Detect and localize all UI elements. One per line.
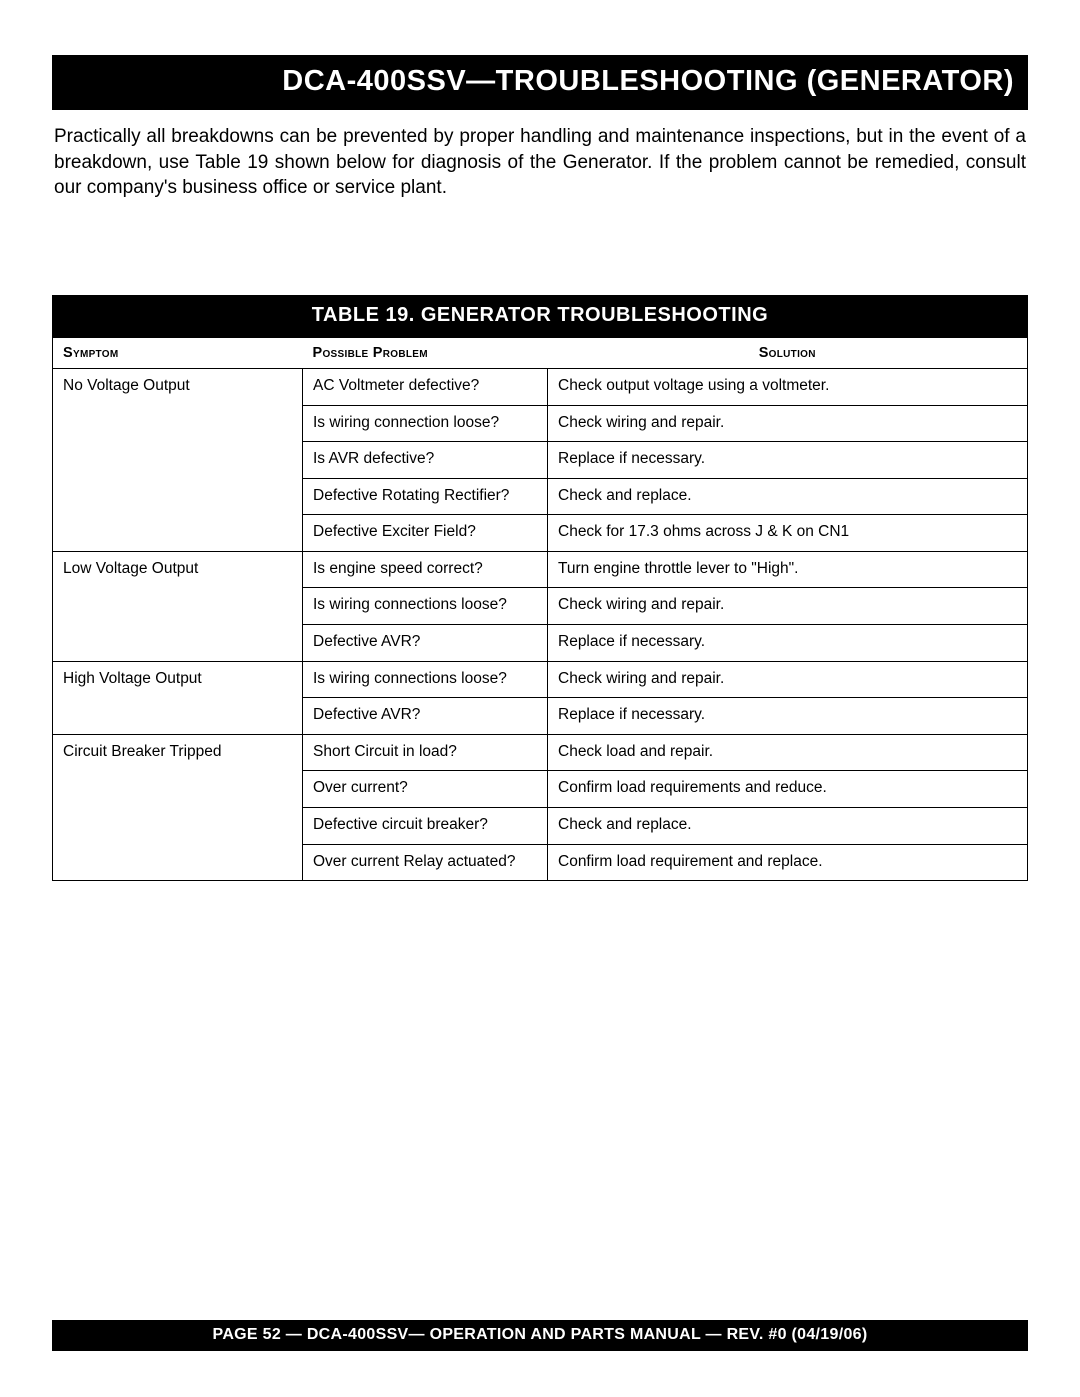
table-body: No Voltage OutputAC Voltmeter defective?… [53, 368, 1028, 880]
table-row: Defective circuit breaker?Check and repl… [53, 808, 1028, 845]
cell-problem: Is wiring connection loose? [303, 405, 548, 442]
cell-symptom [53, 478, 303, 515]
cell-symptom [53, 588, 303, 625]
cell-solution: Check wiring and repair. [548, 661, 1028, 698]
cell-solution: Confirm load requirement and replace. [548, 844, 1028, 881]
table-row: Defective AVR?Replace if necessary. [53, 625, 1028, 662]
cell-solution: Check for 17.3 ohms across J & K on CN1 [548, 515, 1028, 552]
cell-problem: Defective Exciter Field? [303, 515, 548, 552]
table-row: Over current Relay actuated?Confirm load… [53, 844, 1028, 881]
cell-solution: Check and replace. [548, 808, 1028, 845]
cell-symptom [53, 515, 303, 552]
table-row: Defective Exciter Field?Check for 17.3 o… [53, 515, 1028, 552]
table-row: Is AVR defective?Replace if necessary. [53, 442, 1028, 479]
page-footer-bar: PAGE 52 — DCA-400SSV— OPERATION AND PART… [52, 1320, 1028, 1351]
cell-symptom: Low Voltage Output [53, 551, 303, 588]
cell-problem: Over current? [303, 771, 548, 808]
troubleshooting-table: Symptom Possible Problem Solution No Vol… [52, 337, 1028, 881]
cell-solution: Replace if necessary. [548, 625, 1028, 662]
cell-solution: Check output voltage using a voltmeter. [548, 368, 1028, 405]
table-row: Over current?Confirm load requirements a… [53, 771, 1028, 808]
troubleshooting-table-wrap: TABLE 19. GENERATOR TROUBLESHOOTING Symp… [52, 295, 1028, 881]
col-header-symptom: Symptom [53, 337, 303, 368]
cell-solution: Check and replace. [548, 478, 1028, 515]
cell-solution: Check wiring and repair. [548, 405, 1028, 442]
cell-problem: Over current Relay actuated? [303, 844, 548, 881]
cell-symptom [53, 808, 303, 845]
cell-symptom: High Voltage Output [53, 661, 303, 698]
intro-paragraph: Practically all breakdowns can be preven… [52, 110, 1028, 201]
cell-symptom [53, 625, 303, 662]
cell-solution: Turn engine throttle lever to "High". [548, 551, 1028, 588]
cell-symptom [53, 698, 303, 735]
cell-problem: Is wiring connections loose? [303, 661, 548, 698]
col-header-solution: Solution [548, 337, 1028, 368]
cell-symptom [53, 844, 303, 881]
table-row: Is wiring connections loose?Check wiring… [53, 588, 1028, 625]
cell-solution: Check wiring and repair. [548, 588, 1028, 625]
table-row: Defective Rotating Rectifier?Check and r… [53, 478, 1028, 515]
page-title-text: DCA-400SSV—TROUBLESHOOTING (GENERATOR) [282, 65, 1014, 97]
col-header-problem: Possible Problem [303, 337, 548, 368]
cell-solution: Check load and repair. [548, 734, 1028, 771]
cell-solution: Replace if necessary. [548, 442, 1028, 479]
cell-problem: Defective circuit breaker? [303, 808, 548, 845]
cell-symptom [53, 405, 303, 442]
cell-symptom [53, 442, 303, 479]
cell-problem: AC Voltmeter defective? [303, 368, 548, 405]
table-row: High Voltage OutputIs wiring connections… [53, 661, 1028, 698]
table-row: Defective AVR?Replace if necessary. [53, 698, 1028, 735]
table-header-row: Symptom Possible Problem Solution [53, 337, 1028, 368]
cell-symptom: Circuit Breaker Tripped [53, 734, 303, 771]
table-title: TABLE 19. GENERATOR TROUBLESHOOTING [52, 295, 1028, 337]
cell-problem: Is AVR defective? [303, 442, 548, 479]
cell-problem: Defective AVR? [303, 625, 548, 662]
cell-solution: Replace if necessary. [548, 698, 1028, 735]
cell-symptom [53, 771, 303, 808]
cell-problem: Is wiring connections loose? [303, 588, 548, 625]
table-row: No Voltage OutputAC Voltmeter defective?… [53, 368, 1028, 405]
page-title-bar: DCA-400SSV—TROUBLESHOOTING (GENERATOR) [52, 55, 1028, 110]
cell-problem: Short Circuit in load? [303, 734, 548, 771]
page: DCA-400SSV—TROUBLESHOOTING (GENERATOR) P… [0, 0, 1080, 1397]
cell-problem: Defective AVR? [303, 698, 548, 735]
page-footer-text: PAGE 52 — DCA-400SSV— OPERATION AND PART… [213, 1326, 868, 1343]
table-row: Circuit Breaker TrippedShort Circuit in … [53, 734, 1028, 771]
table-row: Is wiring connection loose?Check wiring … [53, 405, 1028, 442]
cell-symptom: No Voltage Output [53, 368, 303, 405]
cell-problem: Defective Rotating Rectifier? [303, 478, 548, 515]
table-row: Low Voltage OutputIs engine speed correc… [53, 551, 1028, 588]
cell-solution: Confirm load requirements and reduce. [548, 771, 1028, 808]
cell-problem: Is engine speed correct? [303, 551, 548, 588]
